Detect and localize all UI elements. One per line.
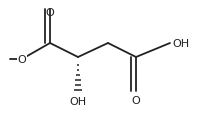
Text: O: O [46, 8, 54, 18]
Text: OH: OH [69, 96, 87, 106]
Text: O: O [132, 95, 140, 105]
Text: O: O [18, 55, 26, 64]
Text: OH: OH [172, 39, 189, 49]
